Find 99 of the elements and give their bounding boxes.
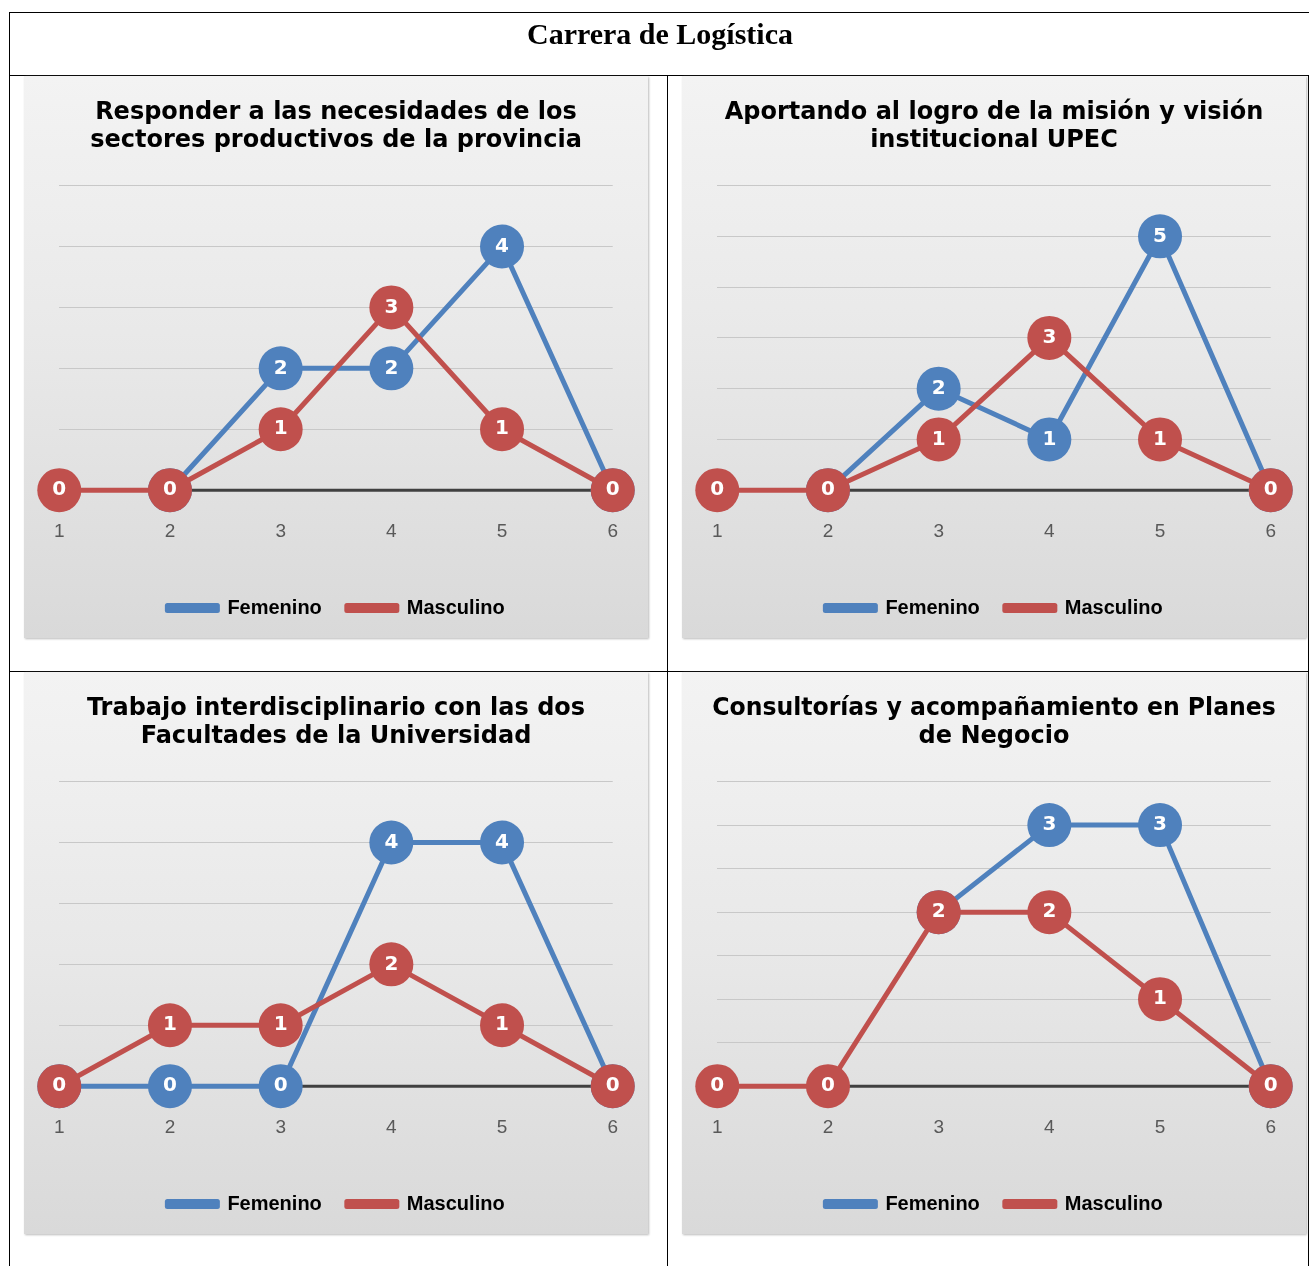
chart-title: Consultorías y acompañamiento en Planes de Negocio	[712, 692, 1276, 750]
point	[480, 1003, 525, 1048]
x-tick-label: 3	[275, 519, 286, 541]
point	[258, 407, 303, 452]
x-tick-label: 2	[164, 519, 176, 541]
data-label: 0	[710, 476, 725, 501]
x-tick-label: 4	[1044, 1115, 1056, 1137]
x-tick-label: 4	[386, 519, 398, 541]
x-tick-label: 6	[1265, 519, 1277, 541]
point	[369, 285, 414, 330]
x-tick-label: 5	[1154, 1115, 1166, 1137]
point	[147, 1064, 192, 1109]
point	[916, 366, 961, 411]
data-label: 1	[1153, 425, 1167, 450]
point	[480, 407, 525, 452]
legend-label: Femenino	[885, 595, 980, 618]
point	[1027, 315, 1072, 360]
x-tick-label: 1	[53, 519, 65, 541]
legend-label: Masculino	[1064, 595, 1163, 618]
x-tick-label: 2	[164, 1115, 176, 1137]
point	[1027, 803, 1072, 848]
data-label: 2	[1042, 898, 1057, 923]
x-tick-label: 3	[933, 1115, 944, 1137]
x-tick-label: 6	[607, 1115, 619, 1137]
legend-label: Masculino	[1064, 1191, 1163, 1214]
point	[916, 417, 961, 462]
point	[1027, 890, 1072, 935]
point	[480, 224, 525, 269]
point	[1138, 803, 1183, 848]
point	[1027, 417, 1072, 462]
data-label: 3	[384, 293, 399, 318]
data-label: 1	[495, 415, 509, 440]
data-label: 2	[384, 354, 399, 379]
data-label: 4	[495, 828, 509, 853]
data-label: 5	[1153, 222, 1167, 247]
x-tick-label: 2	[822, 1115, 834, 1137]
data-label: 3	[1153, 811, 1167, 836]
chart-title: Responder a las necesidades de los sectores productivos de la provincia	[90, 96, 582, 154]
x-tick-label: 1	[711, 519, 723, 541]
x-tick-label: 2	[822, 519, 834, 541]
data-label: 0	[605, 1072, 620, 1097]
data-label: 0	[710, 1072, 725, 1097]
data-label: 0	[605, 476, 620, 501]
legend-label: Masculino	[406, 1191, 505, 1214]
chart-title: Trabajo interdisciplinario con las dos Facultades de la Universidad	[86, 692, 586, 750]
data-label: 0	[163, 476, 177, 501]
data-label: 2	[273, 354, 288, 379]
data-label: 2	[931, 898, 946, 923]
data-label: 1	[273, 1011, 288, 1036]
data-label: 0	[821, 476, 835, 501]
x-tick-label: 1	[711, 1115, 723, 1137]
x-tick-label: 4	[1044, 519, 1056, 541]
point	[1138, 417, 1183, 462]
data-label: 0	[273, 1072, 288, 1097]
legend-label: Femenino	[885, 1191, 980, 1214]
legend-label: Masculino	[406, 595, 505, 618]
data-label: 0	[163, 1072, 177, 1097]
data-label: 2	[931, 374, 946, 399]
x-tick-label: 5	[496, 519, 508, 541]
x-tick-label: 5	[1154, 519, 1166, 541]
data-label: 0	[52, 476, 67, 501]
data-label: 0	[52, 1072, 67, 1097]
x-tick-label: 3	[275, 1115, 286, 1137]
x-tick-label: 6	[607, 519, 619, 541]
point	[258, 1064, 303, 1109]
data-label: 2	[384, 950, 399, 975]
x-tick-label: 3	[933, 519, 944, 541]
text: Carrera de Logística	[525, 16, 794, 52]
point	[258, 1003, 303, 1048]
data-label: 1	[1153, 985, 1167, 1010]
chart-title: Aportando al logro de la misión y visión institucional UPEC	[724, 96, 1264, 154]
data-label: 3	[1042, 811, 1057, 836]
point	[805, 1064, 850, 1109]
legend-label: Femenino	[227, 1191, 322, 1214]
data-label: 1	[495, 1011, 509, 1036]
data-label: 0	[1263, 476, 1278, 501]
point	[1138, 214, 1183, 259]
data-label: 4	[495, 232, 509, 257]
point	[369, 942, 414, 987]
x-tick-label: 1	[53, 1115, 65, 1137]
point	[1138, 977, 1183, 1022]
point	[695, 1064, 740, 1109]
data-label: 0	[821, 1072, 835, 1097]
data-label: 1	[163, 1011, 177, 1036]
data-label: 1	[273, 415, 288, 440]
legend-label: Femenino	[227, 595, 322, 618]
point	[258, 346, 303, 391]
point	[480, 820, 525, 865]
data-label: 0	[1263, 1072, 1278, 1097]
point	[147, 1003, 192, 1048]
point	[369, 346, 414, 391]
data-label: 1	[931, 425, 946, 450]
x-tick-label: 5	[496, 1115, 508, 1137]
x-tick-label: 6	[1265, 1115, 1277, 1137]
data-label: 4	[384, 828, 399, 853]
data-label: 1	[1042, 425, 1057, 450]
x-tick-label: 4	[386, 1115, 398, 1137]
point	[369, 820, 414, 865]
data-label: 3	[1042, 324, 1057, 349]
